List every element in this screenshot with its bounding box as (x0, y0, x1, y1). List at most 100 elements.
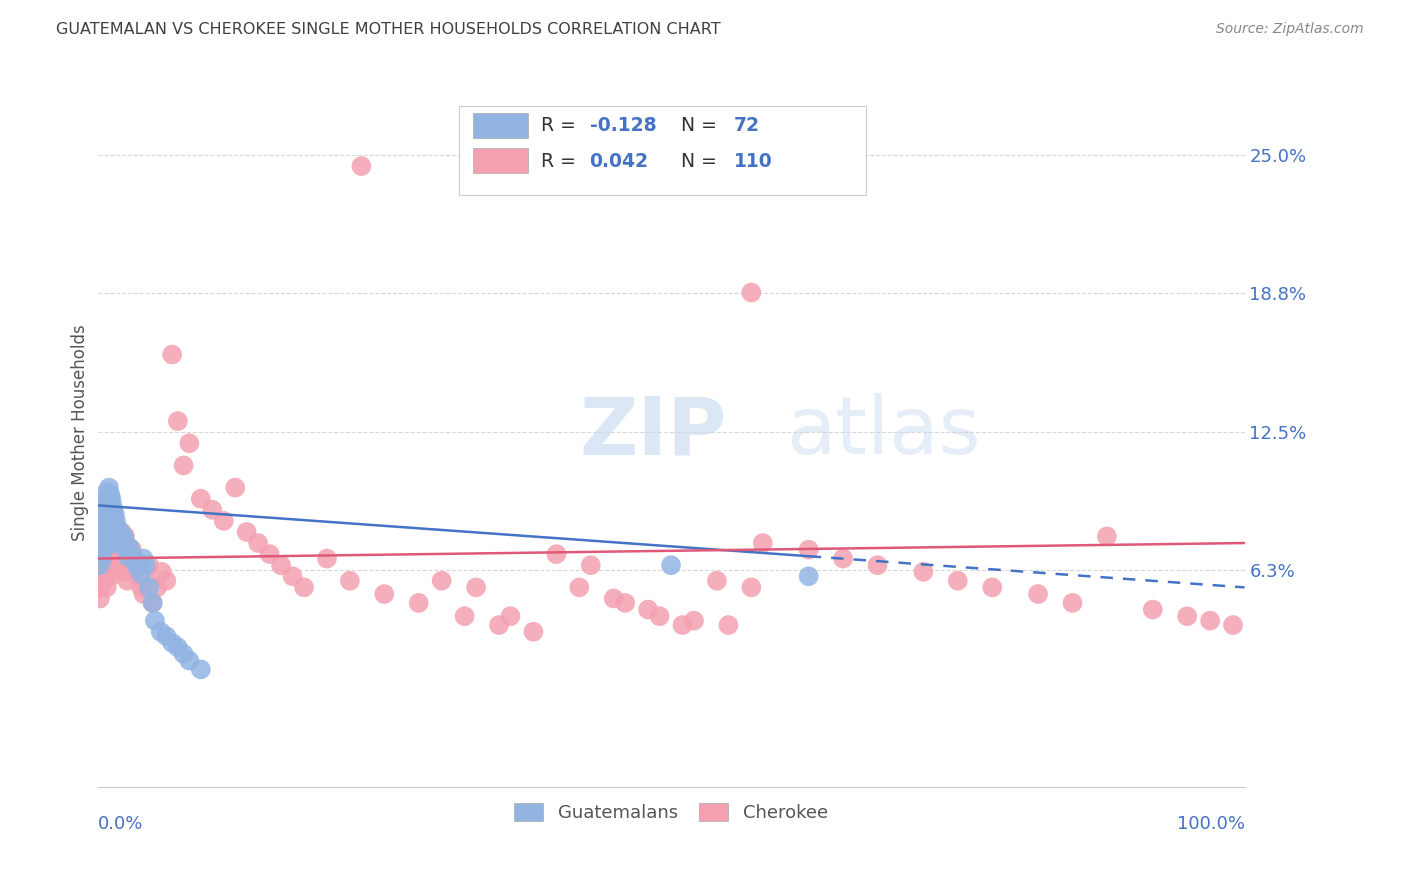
Point (91, 520, 114, 534)
Point (93, 551, 115, 566)
Point (149, 624, 172, 639)
Point (522, 624, 544, 639)
Point (94, 541, 117, 555)
Point (150, 565, 173, 579)
Point (103, 527, 125, 541)
Point (797, 569, 820, 583)
Point (488, 618, 510, 632)
Point (91, 507, 114, 521)
Point (138, 581, 160, 595)
Point (98, 511, 121, 525)
Point (114, 536, 136, 550)
Point (91, 536, 114, 550)
Point (100, 491, 122, 506)
Point (104, 542, 127, 557)
Point (98, 533, 121, 548)
Point (94, 496, 117, 510)
Point (91, 569, 114, 583)
Point (602, 591, 624, 606)
Point (235, 524, 257, 539)
Point (115, 565, 138, 579)
Point (100, 507, 122, 521)
Point (142, 596, 165, 610)
Point (100, 569, 122, 583)
Point (103, 551, 125, 566)
Point (138, 558, 160, 573)
Point (104, 507, 127, 521)
Point (98, 560, 121, 574)
Point (98, 503, 121, 517)
Point (90, 533, 112, 548)
Point (90, 558, 112, 573)
Point (104, 551, 127, 566)
Point (97, 507, 120, 521)
FancyBboxPatch shape (472, 113, 527, 137)
Point (111, 558, 134, 573)
Point (946, 574, 969, 588)
Point (107, 542, 129, 557)
Point (648, 609, 671, 624)
Point (132, 551, 155, 566)
Point (1095, 529, 1118, 543)
Point (118, 541, 141, 555)
Point (110, 536, 132, 550)
Point (111, 524, 134, 539)
Point (499, 609, 522, 624)
Point (97, 545, 120, 559)
Point (1026, 587, 1049, 601)
Point (94, 511, 117, 525)
Point (105, 558, 128, 573)
Point (124, 551, 146, 566)
Point (135, 574, 157, 588)
Point (111, 538, 134, 552)
Point (108, 533, 131, 548)
Point (465, 581, 488, 595)
Point (94, 565, 117, 579)
Point (129, 567, 152, 582)
Point (98, 496, 121, 510)
Point (143, 614, 166, 628)
Point (160, 636, 183, 650)
Text: 0.0%: 0.0% (97, 815, 143, 833)
Point (98, 524, 121, 539)
Point (866, 558, 889, 573)
Point (98, 481, 121, 495)
Point (89, 574, 111, 588)
Point (96, 500, 118, 515)
Point (179, 436, 201, 450)
Point (281, 569, 304, 583)
Point (111, 532, 134, 546)
Point (100, 542, 122, 557)
Point (546, 547, 568, 561)
Point (91, 551, 114, 566)
Point (105, 536, 128, 550)
Point (752, 536, 775, 550)
Legend: Guatemalans, Cherokee: Guatemalans, Cherokee (505, 794, 837, 831)
Point (142, 596, 165, 610)
Point (740, 285, 762, 300)
Point (797, 542, 820, 557)
Point (104, 518, 127, 533)
Point (832, 551, 855, 566)
Point (107, 527, 129, 541)
Text: R =: R = (541, 152, 576, 170)
Point (97, 518, 120, 533)
Point (108, 551, 131, 566)
Point (97, 569, 120, 583)
Point (115, 542, 138, 557)
Point (659, 558, 682, 573)
Point (90, 529, 112, 543)
Point (981, 581, 1004, 595)
Point (132, 587, 155, 601)
Point (568, 581, 591, 595)
Point (97, 491, 120, 506)
Text: 100.0%: 100.0% (1177, 815, 1244, 833)
Point (373, 587, 395, 601)
Point (104, 514, 127, 528)
Point (98, 551, 121, 566)
Text: N =: N = (682, 152, 717, 170)
Point (173, 647, 195, 661)
Point (740, 581, 762, 595)
Point (90, 518, 112, 533)
Point (94, 541, 117, 555)
